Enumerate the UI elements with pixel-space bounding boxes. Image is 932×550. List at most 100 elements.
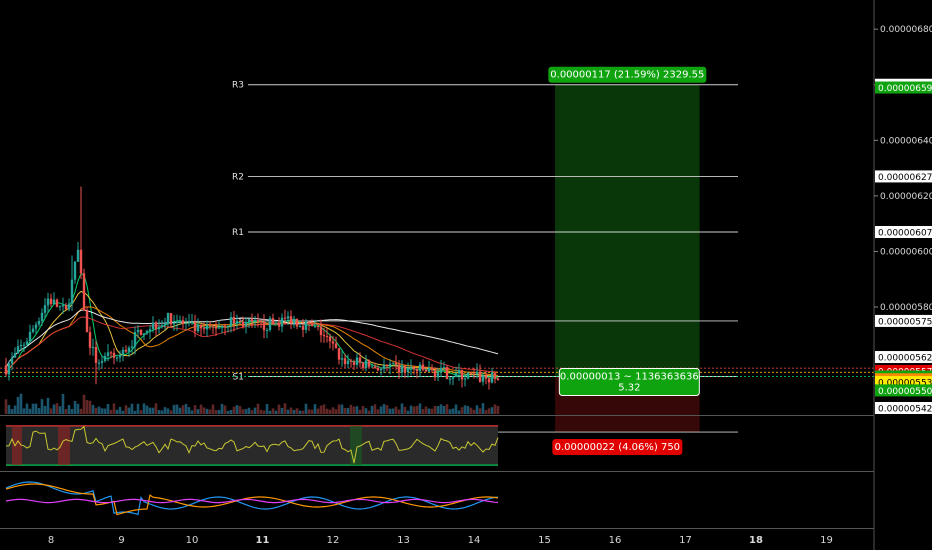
candle-body bbox=[205, 325, 209, 330]
volume-bar bbox=[496, 405, 500, 414]
volume-bar bbox=[160, 410, 164, 414]
candle-body bbox=[424, 369, 428, 372]
volume-bar bbox=[283, 403, 287, 414]
volume-bar bbox=[421, 409, 425, 414]
price-tick-label: 0.00000580 bbox=[880, 303, 932, 313]
volume-bar bbox=[337, 404, 341, 414]
volume-bar bbox=[307, 409, 311, 414]
volume-bar bbox=[76, 403, 80, 414]
volume-bar bbox=[274, 410, 278, 414]
candle-body bbox=[322, 335, 326, 337]
volume-bar bbox=[31, 403, 35, 414]
time-axis[interactable]: 8 9 10 11 12 13 14 15 16 17 18 19 bbox=[48, 535, 833, 546]
price-tag-label: 0.00000659 bbox=[878, 84, 932, 94]
volume-bar bbox=[253, 407, 257, 414]
volume-bar bbox=[172, 404, 176, 414]
candle-body bbox=[484, 375, 488, 379]
candle-body bbox=[244, 322, 248, 327]
volume-bar bbox=[106, 404, 110, 414]
volume-bar bbox=[82, 394, 86, 414]
volume-bar bbox=[244, 409, 248, 414]
candle-body bbox=[466, 372, 470, 379]
volume-bar bbox=[379, 406, 383, 414]
candle-body bbox=[394, 362, 398, 365]
volume-bar bbox=[457, 410, 461, 414]
volume-bar bbox=[493, 404, 497, 414]
candle-body bbox=[70, 279, 74, 304]
time-tick-label: 17 bbox=[679, 535, 692, 546]
time-tick-label: 19 bbox=[820, 535, 833, 546]
volume-bar bbox=[223, 405, 227, 414]
volume-bar bbox=[481, 403, 485, 414]
macd-histogram-line bbox=[5, 498, 499, 504]
price-tag bbox=[875, 226, 932, 239]
candle-body bbox=[328, 336, 332, 342]
candle-body bbox=[451, 377, 455, 379]
candle-body bbox=[4, 365, 8, 375]
candle-body bbox=[127, 347, 131, 352]
volume-bar bbox=[331, 407, 335, 414]
candle-body bbox=[436, 372, 440, 378]
volume-bar bbox=[64, 409, 68, 414]
candle-body bbox=[388, 363, 392, 367]
candle-body bbox=[391, 362, 395, 364]
candle-body bbox=[445, 367, 449, 380]
candle-body bbox=[268, 318, 272, 331]
candle-body bbox=[109, 352, 113, 354]
candle-body bbox=[121, 349, 125, 356]
candle-body bbox=[430, 367, 434, 371]
candle-body bbox=[259, 321, 263, 323]
candle-body bbox=[349, 360, 353, 362]
volume-bar bbox=[355, 406, 359, 414]
candle-body bbox=[343, 358, 347, 365]
candle-body bbox=[241, 321, 245, 327]
volume-bar bbox=[100, 408, 104, 414]
volume-bar bbox=[295, 408, 299, 414]
candle-body bbox=[274, 322, 278, 324]
volume-bar bbox=[346, 407, 350, 414]
volume-bar bbox=[475, 405, 479, 414]
volume-bar bbox=[85, 400, 89, 414]
candle-body bbox=[292, 318, 296, 324]
volume-bar bbox=[127, 407, 131, 414]
volume-bar bbox=[322, 404, 326, 414]
volume-bar bbox=[211, 404, 215, 414]
price-tag bbox=[875, 351, 932, 364]
candle-body bbox=[358, 357, 362, 363]
time-tick-label: 9 bbox=[118, 535, 124, 546]
candle-body bbox=[181, 320, 185, 324]
volume-bar bbox=[340, 404, 344, 414]
stop-label bbox=[552, 439, 683, 456]
candle-body bbox=[208, 325, 212, 327]
volume-bar bbox=[19, 393, 23, 414]
candle-body bbox=[73, 261, 77, 280]
volume-bar bbox=[430, 408, 434, 414]
candle-body bbox=[115, 357, 119, 359]
macd-line bbox=[5, 481, 499, 516]
entry-label bbox=[558, 367, 700, 396]
price-tick-label: 0.00000680 bbox=[880, 25, 932, 35]
volume-bar bbox=[43, 405, 47, 414]
candle-body bbox=[439, 367, 443, 373]
volume-bar bbox=[169, 410, 173, 414]
candle-body bbox=[325, 336, 329, 338]
candle-body bbox=[295, 318, 299, 327]
candle-body bbox=[211, 326, 215, 328]
candle-body bbox=[271, 318, 275, 324]
target-label bbox=[548, 66, 707, 83]
candle-body bbox=[457, 369, 461, 374]
volume-bar bbox=[301, 410, 305, 414]
volume-bar bbox=[148, 407, 152, 414]
volume-bar bbox=[220, 403, 224, 414]
candle-body bbox=[382, 365, 386, 369]
candle-body bbox=[472, 373, 476, 375]
volume-bar bbox=[259, 409, 263, 414]
volume-bar bbox=[193, 405, 197, 414]
volume-bar bbox=[178, 407, 182, 414]
volume-bar bbox=[469, 407, 473, 414]
volume-bar bbox=[208, 409, 212, 414]
candle-body bbox=[166, 313, 170, 324]
candles[interactable] bbox=[4, 186, 500, 390]
